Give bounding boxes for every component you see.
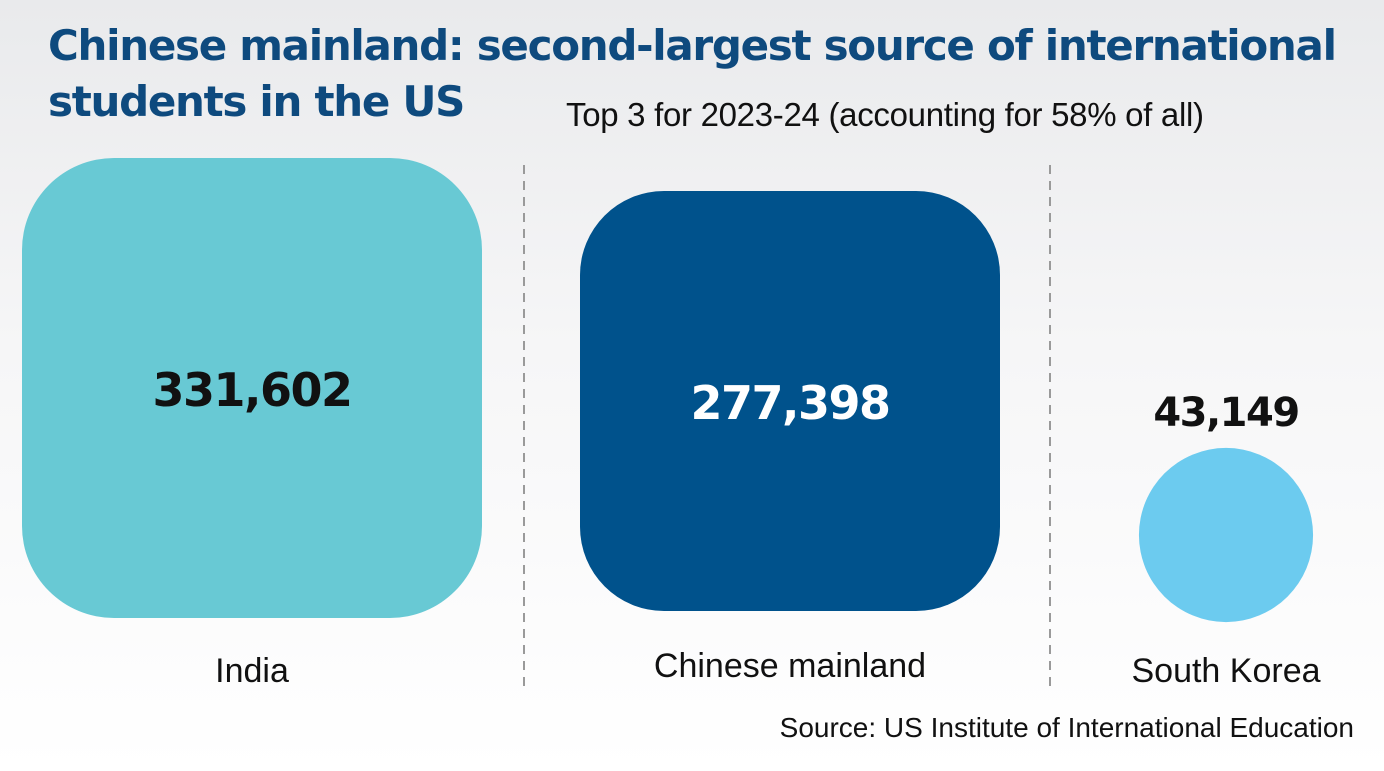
category-label: South Korea bbox=[1131, 652, 1320, 690]
source-note: Source: US Institute of International Ed… bbox=[779, 712, 1354, 743]
bubble-mark bbox=[580, 191, 1000, 611]
value-label: 43,149 bbox=[1153, 390, 1298, 436]
category-label: India bbox=[215, 652, 289, 690]
bubble-mark bbox=[22, 158, 482, 618]
value-label: 331,602 bbox=[152, 363, 351, 417]
bubble-mark bbox=[1138, 447, 1314, 623]
category-label: Chinese mainland bbox=[654, 647, 926, 685]
chart-title-line-1: Chinese mainland: second-largest source … bbox=[48, 21, 1337, 70]
chart-subtitle: Top 3 for 2023-24 (accounting for 58% of… bbox=[566, 96, 1204, 133]
chart-title: Chinese mainland: second-largest source … bbox=[48, 18, 1368, 130]
value-label: 277,398 bbox=[690, 376, 889, 430]
chart-title-line-2: students in the US bbox=[48, 77, 465, 126]
